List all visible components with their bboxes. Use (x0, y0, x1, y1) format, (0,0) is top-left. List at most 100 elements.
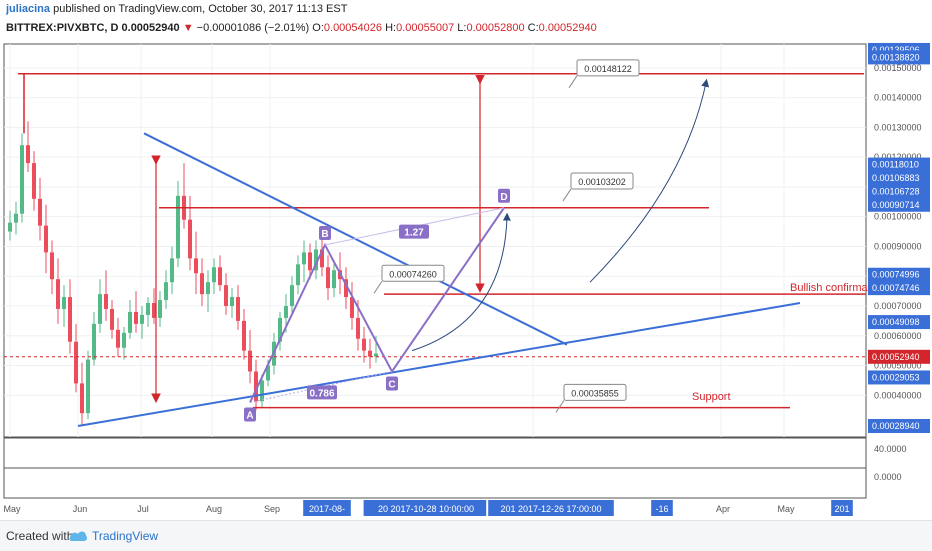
pattern-point-label: C (388, 380, 395, 391)
symbol-line: BITTREX:PIVXBTC, D 0.00052940 ▼ −0.00001… (6, 22, 597, 34)
candle-body (122, 332, 126, 348)
candle (212, 258, 216, 295)
indicator-pane-2 (3, 467, 867, 499)
candle (146, 297, 150, 327)
candle-body (314, 249, 318, 271)
pattern-point-badge (319, 225, 331, 240)
candle-body (308, 252, 312, 271)
pattern-point-badge (386, 376, 398, 391)
candle (344, 267, 348, 309)
pattern-point-badge (244, 407, 256, 422)
candle (140, 306, 144, 339)
candle (176, 180, 180, 268)
last-price: 0.00052940 (121, 22, 180, 34)
x-tick-label: Sep (264, 504, 280, 514)
time-tag-label: 201 (834, 504, 849, 514)
candle (26, 121, 30, 173)
price-tag-box (868, 267, 930, 282)
low-label: L: (457, 22, 467, 34)
price-axis-tag: 0.00118010 (868, 157, 930, 172)
close-label: C: (527, 22, 539, 34)
price-tag-label: 0.00074996 (872, 270, 920, 280)
price-tag-label: 0.00106728 (872, 186, 920, 196)
candle-body (146, 303, 150, 315)
price-axis-tag: 0.00074996 (868, 267, 930, 282)
y-tick-label: 0.00060000 (874, 331, 922, 341)
candle (44, 204, 48, 274)
candle-body (176, 195, 180, 259)
candle-body (188, 219, 192, 259)
price-tag-label: 0.00028940 (872, 421, 920, 431)
tradingview-brand[interactable]: TradingView (92, 529, 159, 543)
author-name[interactable]: juliacina (6, 3, 51, 15)
candle (110, 300, 114, 339)
open-value: 0.00054026 (323, 22, 383, 34)
time-tag-box (651, 500, 673, 516)
open-label: O: (312, 22, 324, 34)
price-tag-box (868, 197, 930, 212)
candle (224, 273, 228, 315)
chart-header: juliacina published on TradingView.com, … (0, 0, 932, 40)
time-tag-box (831, 500, 853, 516)
candle (128, 300, 132, 339)
candle-body (230, 297, 234, 306)
candle-body (296, 264, 300, 286)
trendline (77, 302, 801, 427)
price-tag-label: 0.00118010 (872, 160, 919, 170)
candle-body (242, 320, 246, 351)
publish-line: juliacina published on TradingView.com, … (6, 3, 347, 15)
candle (164, 270, 168, 309)
y-tick-label: 0.00130000 (874, 122, 922, 132)
candle-body (236, 297, 240, 321)
price-callout: 0.00074260 (373, 264, 445, 294)
indicator-tick-label: 0.0000 (874, 472, 902, 482)
x-tick-label: Jul (137, 504, 149, 514)
candle-body (368, 350, 372, 357)
x-tick-label: Jun (73, 504, 88, 514)
y-tick-label: 0.00070000 (874, 301, 922, 311)
y-tick-label: 0.00150000 (874, 63, 922, 73)
x-tick-label: May (777, 504, 795, 514)
candle-body (20, 145, 24, 214)
candle (314, 240, 318, 280)
candle-body (200, 273, 204, 295)
candle-body (26, 145, 30, 164)
time-tag-label: 201 2017-12-26 17:00:00 (500, 504, 601, 514)
price-tag-label: 0.00029053 (872, 372, 920, 382)
candle-body (50, 252, 54, 280)
ratio-badge-box (399, 224, 429, 239)
price-change: −0.00001086 (−2.01%) (196, 22, 310, 34)
candle (290, 276, 294, 315)
ratio-badge: 1.27 (399, 224, 429, 239)
price-axis-tag: 0.00106883 (868, 170, 930, 185)
candle-body (140, 314, 144, 324)
candle (98, 279, 102, 333)
candle (200, 258, 204, 306)
candle-body (362, 338, 366, 351)
candle (122, 326, 126, 360)
pattern-point-a: A (244, 407, 256, 422)
candle-body (260, 380, 264, 402)
price-tag-label: 0.00106883 (872, 173, 920, 183)
callout-label: 0.00074260 (389, 269, 437, 279)
candle-body (32, 163, 36, 199)
y-tick-label: 0.00040000 (874, 390, 922, 400)
candle (56, 258, 60, 324)
price-tag-label: 0.00074746 (872, 283, 920, 293)
candle (296, 255, 300, 295)
candle-body (158, 300, 162, 318)
price-chart[interactable]: 0.00040000 0.00050000 0.00060000 0.00070000… (0, 0, 932, 520)
callout-box (563, 383, 627, 401)
candle (104, 270, 108, 321)
candle-body (326, 267, 330, 289)
time-tag-box (365, 500, 487, 516)
price-tag-box (868, 418, 930, 433)
x-tick-label: Aug (206, 504, 222, 514)
price-callout: 0.00148122 (568, 59, 640, 89)
y-tick-label: 0.00120000 (874, 152, 922, 162)
price-tag-box (868, 184, 930, 199)
price-tag-box (868, 157, 930, 172)
candle-body (254, 371, 258, 402)
candle (218, 255, 222, 292)
candle-body (98, 294, 102, 324)
